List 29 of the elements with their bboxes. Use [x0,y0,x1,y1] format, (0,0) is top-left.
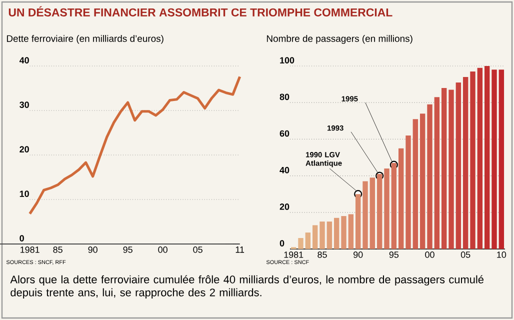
chart-subtitle: Dette ferroviaire (en milliards d’euros) [6,34,164,44]
y-tick-label: 100 [280,57,294,64]
x-tick-label: 11 [236,246,244,253]
y-tick-label: 0 [20,235,24,242]
x-tick-label: 90 [354,252,363,258]
chart-subtitle: Nombre de passagers (en millions) [266,34,412,44]
y-tick-label: 20 [280,204,290,210]
y-tick-label: 10 [20,190,29,197]
x-tick-label: 05 [193,246,202,253]
y-tick-label: 20 [20,146,29,152]
x-tick-label: 85 [318,252,327,258]
x-tick-label: 00 [158,246,168,253]
y-tick-label: 80 [280,94,290,100]
x-tick-label: 1981 [284,252,304,258]
y-tick-label: 0 [280,240,284,246]
x-tick-label: 90 [88,246,98,253]
x-tick-label: 05 [460,252,470,258]
x-tick-label: 85 [53,246,62,253]
x-tick-label: 95 [123,246,132,253]
y-tick-label: 60 [280,130,290,137]
y-tick-label: 40 [19,57,29,64]
x-tick-label: 95 [389,252,399,258]
y-tick-label: 40 [280,166,290,174]
text: Alors que la dette ferroviaire cumulée frôle 40 milliards d’euros, le nombre de passagers cumulé depuis trente ans, lui, se rapproche des 2 milliards. [10,275,484,298]
x-tick-label: 00 [425,252,434,258]
chart-title: UN DÉSASTRE FINANCIER ASSOMBRIT CE TRIOMPHE COMMERCIAL [8,6,392,16]
x-tick-label: 10 [497,252,506,258]
x-tick-label: 1981 [20,246,40,253]
y-tick-label: 30 [20,102,29,108]
